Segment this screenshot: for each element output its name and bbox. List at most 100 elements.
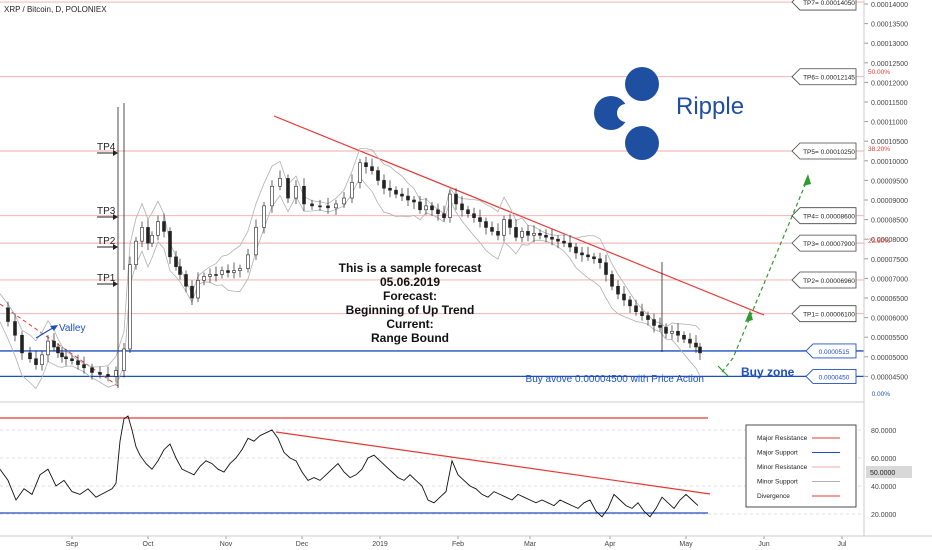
tp-right-label: TP4= 0.00008600	[803, 214, 855, 221]
tp-left-label: TP1	[97, 273, 116, 284]
candle-body	[190, 285, 194, 299]
price-tick-label: 0.00009500	[871, 178, 908, 185]
candle-body	[616, 285, 620, 295]
candle-body	[532, 233, 536, 236]
candle-body	[400, 193, 404, 197]
candle-body	[52, 340, 56, 348]
candle-body	[98, 372, 102, 375]
price-tick-label: 0.00008000	[871, 237, 908, 244]
candle-body	[520, 231, 524, 238]
target-level-lines	[0, 1, 864, 378]
candle-body	[76, 360, 80, 365]
bollinger-bands	[0, 147, 701, 390]
candle-body	[670, 331, 674, 334]
fib-level-label: 38.20%	[868, 146, 890, 153]
candle-body	[64, 356, 68, 360]
legend-item-label: Divergence	[757, 493, 790, 500]
candle-body	[490, 227, 494, 232]
candle-body	[310, 203, 314, 207]
forecast-arrow-mid-head	[745, 310, 753, 322]
oscillator-tick-label: 60.0000	[871, 456, 896, 463]
candle-body	[246, 254, 250, 269]
candle-body	[526, 231, 530, 236]
tp-right-box	[791, 234, 857, 252]
candle-body	[634, 305, 638, 313]
buy-zone-value: 0.0000450	[819, 374, 850, 381]
price-tick-label: 0.00007000	[871, 276, 908, 283]
annotation-labels: This is a sample forecast05.06.2019Forec…	[35, 0, 890, 398]
candle-body	[318, 205, 322, 208]
candle-body	[640, 311, 644, 316]
candle-body	[208, 274, 212, 277]
candle-body	[568, 242, 572, 248]
candle-body	[294, 185, 298, 199]
candle-body	[90, 367, 94, 373]
candle-body	[326, 205, 330, 209]
forecast-text-line: Current:	[386, 317, 433, 331]
candle-body	[376, 170, 380, 181]
tp-left-arrow-head	[113, 150, 118, 156]
oscillator-current-label: 50.0000	[870, 470, 895, 477]
candle-body	[598, 258, 602, 264]
candle-body	[460, 203, 464, 211]
lower-band-line	[0, 176, 701, 390]
candle-body	[122, 348, 126, 371]
legend-item-label: Major Support	[757, 450, 798, 457]
candle-body	[604, 262, 608, 275]
tp-left-label: TP2	[97, 236, 116, 247]
price-tick-label: 0.00007500	[871, 257, 908, 264]
candle-body	[156, 221, 160, 236]
candle-body	[196, 280, 200, 299]
oscillator-line	[0, 415, 699, 518]
price-tick-label: 0.00012500	[871, 61, 908, 68]
tp-left-label: TP3	[97, 206, 116, 217]
candle-body	[580, 252, 584, 256]
candle-body	[466, 209, 470, 215]
indicator-legend[interactable]: Major Resistance Major Support Minor Resis…	[745, 424, 857, 508]
legend-item-label: Minor Support	[757, 479, 798, 486]
candle-body	[694, 342, 698, 348]
candle-body	[168, 231, 172, 258]
candle-body	[286, 178, 290, 199]
candle-body	[184, 274, 188, 287]
candle-body	[214, 274, 218, 276]
forecast-arrow-base	[717, 365, 729, 377]
buy-zone-label: Buy zone	[741, 365, 795, 379]
candle-body	[454, 193, 458, 205]
legend-frame	[745, 424, 857, 508]
candle-body	[46, 340, 50, 356]
candle-body	[56, 346, 60, 354]
candle-body	[162, 221, 166, 232]
forecast-text-line: Beginning of Up Trend	[346, 303, 475, 317]
candle-body	[262, 205, 266, 228]
candle-body	[28, 352, 32, 360]
oscillator-tick-label: 80.0000	[871, 428, 896, 435]
fib-level-label: 50.00%	[868, 69, 890, 76]
candle-body	[174, 256, 178, 267]
candle-body	[442, 213, 446, 218]
price-tick-label: 0.00014000	[871, 2, 908, 9]
price-tick-label: 0.00011500	[871, 100, 908, 107]
candle-body	[40, 354, 44, 365]
candle-body	[342, 197, 346, 205]
candle-body	[448, 193, 452, 218]
tp-right-label: TP3= 0.00007900	[803, 241, 855, 248]
price-tick-label: 0.00004500	[871, 374, 908, 381]
candle-body	[496, 231, 500, 236]
price-tick-label: 0.00010500	[871, 139, 908, 146]
candle-body	[60, 352, 64, 358]
month-tick-label: Mar	[524, 541, 537, 548]
candle-body	[358, 162, 362, 183]
forecast-text-line: Range Bound	[371, 331, 449, 345]
buy-condition-text: Buy avove 0.00004500 with Price Action	[526, 374, 704, 385]
price-tick-label: 0.00013000	[871, 41, 908, 48]
tp-right-box	[791, 0, 857, 11]
candle-body	[106, 374, 110, 377]
tp-right-box	[791, 68, 857, 86]
candle-body	[82, 364, 86, 369]
ripple-logo-circle	[625, 126, 659, 160]
oscillator-tick-label: 40.0000	[871, 484, 896, 491]
candle-body	[202, 276, 206, 281]
month-tick-label: 2019	[372, 541, 388, 548]
